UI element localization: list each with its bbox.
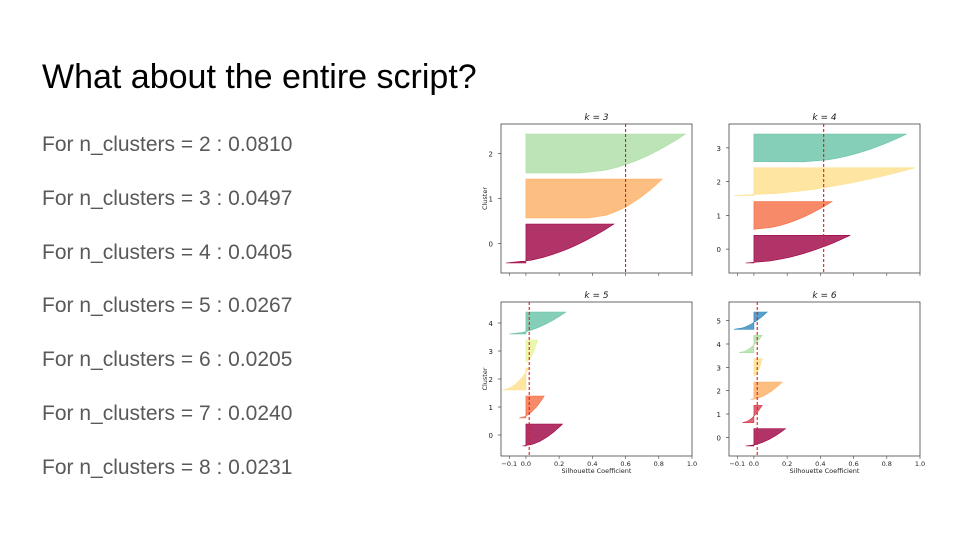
chart-title: k = 5 <box>584 291 608 301</box>
score-item: For n_clusters = 8 : 0.0231 <box>42 455 293 479</box>
cluster-silhouette <box>745 428 787 447</box>
y-axis-label: Cluster <box>481 187 489 210</box>
cluster-silhouette <box>745 234 851 264</box>
cluster-silhouette <box>738 334 763 353</box>
cluster-silhouette <box>752 358 763 377</box>
chart-title: k = 4 <box>812 113 836 123</box>
cluster-label: 1 <box>489 404 493 412</box>
cluster-silhouette <box>525 178 663 219</box>
cluster-label: 0 <box>489 241 493 249</box>
cluster-silhouette <box>525 133 687 174</box>
chart-title: k = 6 <box>812 291 836 301</box>
chart-title: k = 3 <box>584 113 608 123</box>
cluster-silhouette <box>519 395 545 419</box>
score-item: For n_clusters = 7 : 0.0240 <box>42 401 293 425</box>
cluster-silhouette <box>753 201 834 230</box>
y-axis-label: Cluster <box>481 367 489 390</box>
cluster-label: 3 <box>717 364 721 372</box>
slide-title: What about the entire script? <box>42 58 477 96</box>
plot-frame <box>728 301 921 457</box>
cluster-label: 2 <box>717 388 721 396</box>
plot-frame <box>500 123 693 274</box>
cluster-label: 5 <box>717 318 721 326</box>
x-tick-label: 0.6 <box>848 460 858 468</box>
x-axis-label: Silhouette Coefficient <box>562 467 632 475</box>
cluster-label: 1 <box>489 196 493 204</box>
x-tick-label: 0.8 <box>654 460 664 468</box>
cluster-label: 3 <box>717 145 721 153</box>
score-item: For n_clusters = 4 : 0.0405 <box>42 240 293 264</box>
x-tick-label: −0.1 <box>501 460 517 468</box>
x-tick-label: −0.1 <box>729 460 745 468</box>
cluster-silhouette <box>742 404 763 423</box>
cluster-label: 1 <box>717 212 721 220</box>
x-tick-label: 0.2 <box>782 460 792 468</box>
cluster-silhouette <box>733 167 916 196</box>
x-axis-label: Silhouette Coefficient <box>790 467 860 475</box>
cluster-silhouette <box>750 381 783 400</box>
x-tick-label: 0.2 <box>554 460 564 468</box>
silhouette-plot: k = 4 0 1 2 3 <box>717 113 921 276</box>
cluster-label: 4 <box>717 341 722 349</box>
cluster-silhouette <box>505 223 615 264</box>
cluster-silhouette <box>524 339 538 363</box>
x-tick-label: 0.6 <box>620 460 630 468</box>
cluster-label: 0 <box>489 432 493 440</box>
silhouette-plot: k = 6 0 1 2 3 4 5 −0.1 0.0 0.2 0.4 0.6 0.8 1.0 Silhoue… <box>717 291 926 475</box>
x-tick-label: 0.4 <box>815 460 825 468</box>
plot-frame <box>500 301 693 457</box>
score-item: For n_clusters = 2 : 0.0810 <box>42 133 293 156</box>
plot-frame <box>728 123 921 274</box>
cluster-label: 0 <box>717 246 721 254</box>
x-tick-label: 1.0 <box>687 460 697 468</box>
cluster-silhouette <box>502 367 530 391</box>
cluster-label: 0 <box>717 434 721 442</box>
x-tick-label: 1.0 <box>915 460 925 468</box>
cluster-label: 2 <box>717 179 721 187</box>
x-tick-label: 0.0 <box>749 460 759 468</box>
cluster-label: 2 <box>489 151 493 159</box>
score-item: For n_clusters = 6 : 0.0205 <box>42 348 293 372</box>
cluster-silhouette <box>733 311 768 330</box>
cluster-silhouette <box>753 133 907 163</box>
silhouette-plot: k = 5 0 1 2 3 4 −0.1 0.0 0.2 0.4 0.6 0.8 1.0 Silhouet… <box>481 291 697 475</box>
cluster-label: 3 <box>489 348 493 356</box>
cluster-silhouette <box>509 311 567 335</box>
cluster-label: 1 <box>717 411 721 419</box>
x-tick-label: 0.4 <box>587 460 597 468</box>
x-tick-label: 0.0 <box>521 460 531 468</box>
score-item: For n_clusters = 5 : 0.0267 <box>42 294 293 318</box>
score-list: For n_clusters = 2 : 0.0810 For n_cluste… <box>42 128 292 505</box>
x-tick-label: 0.8 <box>882 460 892 468</box>
cluster-label: 2 <box>489 376 493 384</box>
cluster-silhouette <box>522 423 564 447</box>
score-item: For n_clusters = 3 : 0.0497 <box>42 186 293 210</box>
cluster-label: 4 <box>489 320 494 328</box>
silhouette-plot: k = 3 0 1 2 Cluster <box>481 113 693 276</box>
